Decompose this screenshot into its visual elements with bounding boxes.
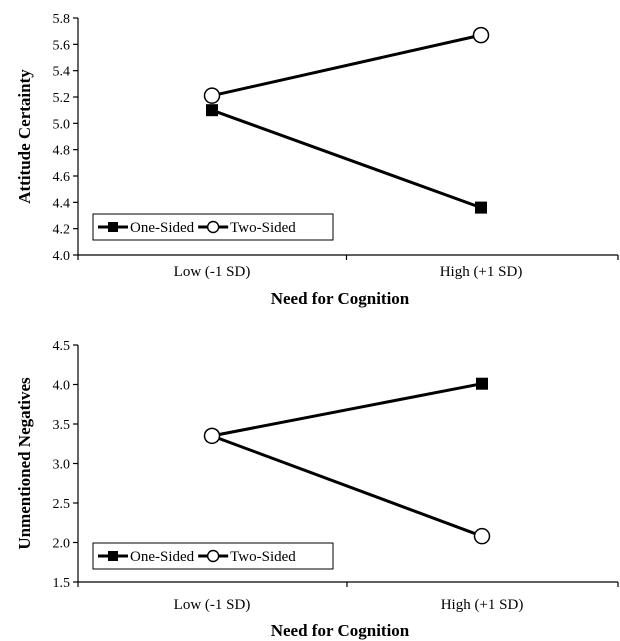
x-axis-title: Need for Cognition — [271, 621, 410, 640]
y-tick-label: 4.0 — [53, 249, 71, 264]
chart-panel-2: 1.5 2.0 2.5 3.0 3.5 4.0 4.5 Low (-1 SD) High (+1… — [15, 339, 619, 640]
series-line-one-sided — [211, 108, 482, 210]
x-axis-title: Need for Cognition — [271, 289, 410, 308]
y-tick-label: 5.4 — [53, 65, 71, 80]
y-tick-label: 4.0 — [53, 379, 71, 394]
y-tick-label: 1.5 — [53, 576, 71, 591]
data-point-circle — [203, 87, 221, 104]
legend-circle-marker — [206, 549, 220, 563]
y-tick-label: 5.6 — [53, 38, 71, 53]
legend-square-marker — [108, 222, 118, 232]
legend: One-Sided Two-Sided — [92, 213, 334, 241]
legend-label: Two-Sided — [230, 549, 296, 565]
data-point-square — [476, 377, 488, 390]
y-axis-title: Attitude Certainty — [15, 69, 34, 204]
x-tick-label: High (+1 SD) — [441, 597, 524, 613]
series-line-one-sided — [211, 382, 483, 438]
y-axis-title: Unmentioned Negatives — [15, 377, 34, 550]
x-tick-label: Low (-1 SD) — [174, 264, 251, 280]
data-point-square — [206, 104, 218, 117]
y-tick-label: 4.6 — [53, 170, 71, 185]
data-point-circle — [203, 427, 221, 445]
legend-label: Two-Sided — [230, 220, 296, 236]
x-tick-label: High (+1 SD) — [440, 264, 523, 280]
data-point-circle — [473, 527, 491, 545]
legend-square-marker — [108, 551, 118, 561]
y-tick-label: 2.0 — [53, 537, 71, 552]
data-point-square — [475, 201, 487, 214]
y-tick-label: 3.0 — [53, 458, 71, 473]
legend-circle-marker — [206, 220, 220, 234]
y-tick-label: 5.8 — [53, 12, 71, 27]
y-tick-label: 4.2 — [53, 223, 71, 238]
x-tick-label: Low (-1 SD) — [174, 597, 251, 613]
y-tick-label: 5.2 — [53, 91, 71, 106]
y-tick-label: 2.5 — [53, 497, 71, 512]
data-point-circle — [472, 26, 490, 44]
chart-panel-1: 4.0 4.2 4.4 4.6 4.8 5.0 5.2 5.4 5.6 5.8 Low (-1 SD… — [15, 12, 619, 308]
series-line-two-sided — [211, 33, 482, 98]
y-tick-label: 4.8 — [53, 144, 71, 159]
y-tick-label: 3.5 — [53, 418, 71, 433]
y-tick-label: 4.5 — [53, 339, 71, 354]
y-tick-label: 5.0 — [53, 117, 71, 132]
legend: One-Sided Two-Sided — [92, 542, 334, 570]
series-line-two-sided — [211, 434, 483, 538]
legend-label: One-Sided — [130, 220, 195, 236]
legend-label: One-Sided — [130, 549, 195, 565]
y-tick-label: 4.4 — [53, 196, 71, 211]
